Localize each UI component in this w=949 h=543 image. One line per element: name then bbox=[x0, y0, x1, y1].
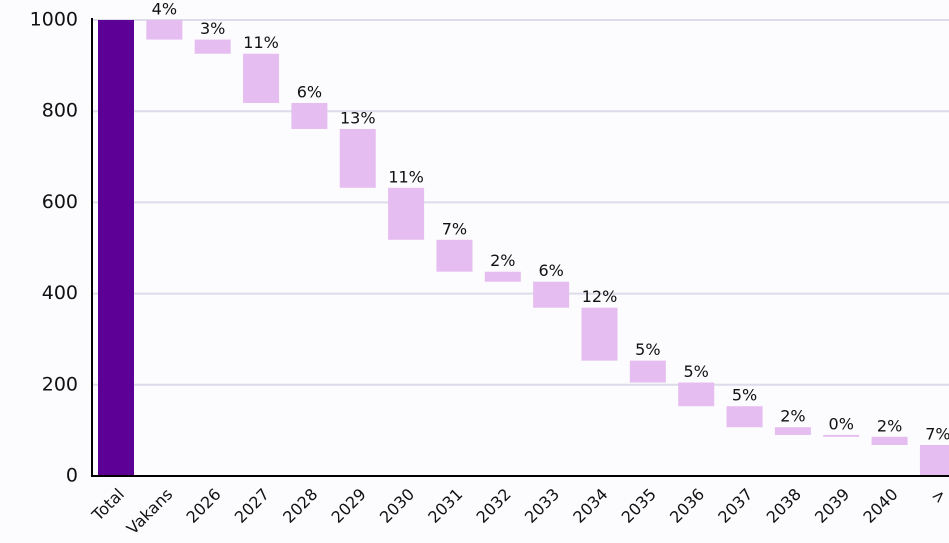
bar bbox=[146, 20, 183, 40]
value-label: 0% bbox=[829, 414, 854, 433]
x-tick-label: 2033 bbox=[521, 485, 563, 527]
x-tick-label: 2037 bbox=[714, 485, 756, 527]
x-tick-label: 2028 bbox=[279, 485, 321, 527]
x-tick-label: 2039 bbox=[811, 485, 853, 527]
value-label: 6% bbox=[538, 261, 563, 280]
bar bbox=[436, 239, 473, 272]
value-label: 5% bbox=[635, 340, 660, 359]
bar bbox=[871, 436, 908, 445]
value-label: 2% bbox=[490, 251, 515, 270]
bar bbox=[823, 434, 860, 437]
x-tick-label: 2027 bbox=[231, 485, 273, 527]
bar bbox=[194, 39, 231, 54]
bar bbox=[678, 382, 715, 407]
value-label: 13% bbox=[340, 108, 376, 127]
y-tick-label: 0 bbox=[66, 465, 78, 487]
x-tick-label: 2032 bbox=[473, 485, 515, 527]
value-label: 2% bbox=[780, 407, 805, 426]
x-tick-label: 2038 bbox=[763, 485, 805, 527]
bar bbox=[243, 53, 280, 103]
bar bbox=[484, 271, 521, 282]
value-label: 12% bbox=[582, 287, 618, 306]
value-label: 3% bbox=[200, 19, 225, 38]
bar bbox=[919, 444, 949, 476]
bar bbox=[629, 360, 666, 383]
value-label: 2% bbox=[877, 416, 902, 435]
x-tick-label: 2029 bbox=[328, 485, 370, 527]
x-tick-label: 2040 bbox=[859, 485, 901, 527]
x-tick-label: > bbox=[927, 485, 949, 508]
x-tick-label: 2036 bbox=[666, 485, 708, 527]
bar bbox=[291, 102, 328, 129]
value-label: 5% bbox=[732, 386, 757, 405]
y-tick-label: 400 bbox=[42, 282, 78, 304]
y-tick-label: 200 bbox=[42, 373, 78, 395]
bar bbox=[339, 128, 376, 188]
value-label: 11% bbox=[243, 33, 279, 52]
bar bbox=[774, 427, 811, 435]
bar bbox=[388, 187, 425, 240]
x-tick-label: 2031 bbox=[424, 485, 466, 527]
bar bbox=[581, 307, 618, 361]
value-label: 6% bbox=[297, 82, 322, 101]
y-tick-label: 600 bbox=[42, 191, 78, 213]
total-bar bbox=[98, 20, 134, 476]
value-label: 11% bbox=[388, 167, 424, 186]
x-tick-label: 2026 bbox=[182, 485, 224, 527]
value-label: 7% bbox=[925, 424, 949, 443]
x-tick-label: Total bbox=[87, 485, 128, 526]
bar bbox=[726, 406, 763, 428]
value-label: 5% bbox=[684, 362, 709, 381]
x-tick-label: 2035 bbox=[618, 485, 660, 527]
x-tick-label: Vakans bbox=[123, 485, 177, 539]
y-tick-label: 800 bbox=[42, 100, 78, 122]
y-tick-label: 1000 bbox=[30, 9, 78, 31]
value-label: 4% bbox=[152, 0, 177, 19]
x-tick-label: 2030 bbox=[376, 485, 418, 527]
value-label: 7% bbox=[442, 219, 467, 238]
bar bbox=[533, 281, 570, 308]
x-tick-label: 2034 bbox=[569, 485, 611, 527]
